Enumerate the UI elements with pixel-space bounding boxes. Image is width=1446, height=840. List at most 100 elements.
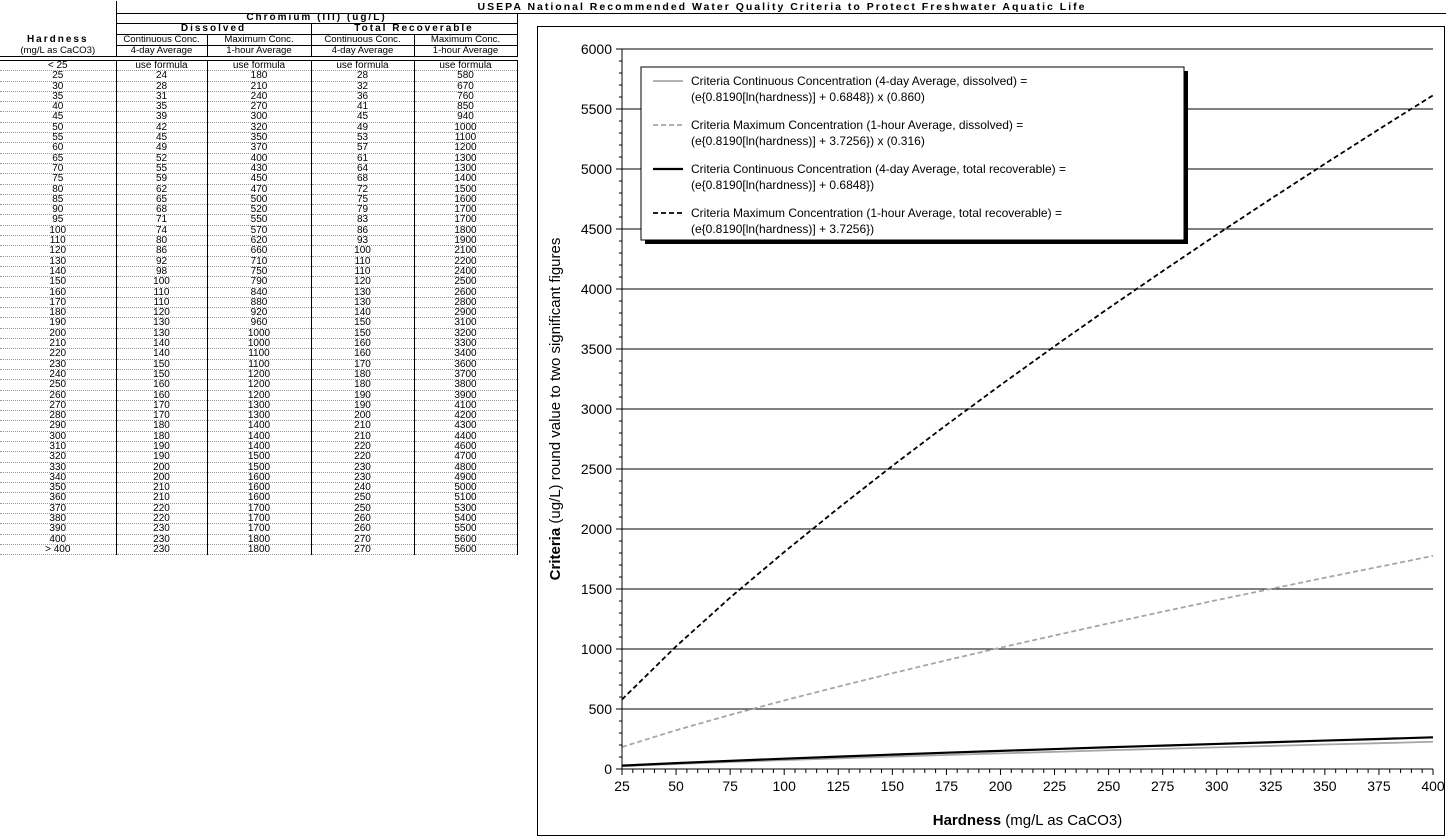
criteria-cell: 1500 xyxy=(413,184,518,195)
criteria-cell: 72 xyxy=(310,184,415,195)
criteria-cell: 520 xyxy=(206,204,312,216)
criteria-cell: 5100 xyxy=(413,492,518,504)
x-tick-label: 250 xyxy=(1097,778,1121,794)
criteria-cell: 86 xyxy=(115,245,208,257)
hardness-cell: 300 xyxy=(0,431,117,442)
table-row: 270 170 1300 190 4100 xyxy=(0,400,518,412)
table-row: 380 220 1700 260 5400 xyxy=(0,513,518,525)
criteria-cell: 32 xyxy=(310,81,415,92)
table-row: 120 86 660 100 2100 xyxy=(0,245,518,257)
criteria-cell: 840 xyxy=(206,287,312,298)
table-row: 320 190 1500 220 4700 xyxy=(0,451,518,463)
y-tick-label: 5500 xyxy=(581,101,612,117)
table-row: 180 120 920 140 2900 xyxy=(0,307,518,319)
series-line-1 xyxy=(621,740,1434,768)
criteria-cell: 1800 xyxy=(206,544,312,556)
criteria-cell: 150 xyxy=(310,328,415,340)
criteria-cell: 180 xyxy=(115,420,208,432)
criteria-cell: 110 xyxy=(310,256,415,267)
criteria-cell: 86 xyxy=(310,225,415,237)
criteria-cell: 5500 xyxy=(413,523,518,535)
y-tick-label: 0 xyxy=(604,761,612,777)
table-row: 95 71 550 83 1700 xyxy=(0,214,518,226)
x-tick-label: 350 xyxy=(1313,778,1337,794)
criteria-cell: 1400 xyxy=(413,173,518,185)
criteria-cell: 1600 xyxy=(206,482,312,494)
hardness-criteria-table: Chromium (III) (ug/L) Dissolved Total Re… xyxy=(0,13,531,556)
criteria-cell: 200 xyxy=(115,462,208,473)
col-bottom-header: 4-day Average xyxy=(310,45,415,57)
y-axis-title-bold: Criteria xyxy=(547,527,564,580)
criteria-cell: use formula xyxy=(115,59,208,72)
criteria-cell: 250 xyxy=(310,492,415,504)
criteria-cell: 4300 xyxy=(413,420,518,432)
table-row: 290 180 1400 210 4300 xyxy=(0,420,518,432)
criteria-cell: 190 xyxy=(115,441,208,453)
hardness-cell: 320 xyxy=(0,451,117,463)
criteria-cell: 2600 xyxy=(413,287,518,298)
criteria-cell: 45 xyxy=(310,111,415,123)
y-tick-label: 2000 xyxy=(581,521,612,537)
criteria-cell: 230 xyxy=(310,462,415,473)
legend-label: Criteria Maximum Concentration (1-hour A… xyxy=(691,118,1023,132)
criteria-cell: 450 xyxy=(206,173,312,185)
criteria-cell: 220 xyxy=(310,451,415,463)
criteria-cell: 160 xyxy=(115,379,208,391)
criteria-cell: 3400 xyxy=(413,348,518,360)
hardness-cell: 400 xyxy=(0,534,117,545)
criteria-cell: 150 xyxy=(115,359,208,370)
criteria-cell: 180 xyxy=(310,369,415,381)
table-row: 150 100 790 120 2500 xyxy=(0,276,518,288)
hardness-cell: 110 xyxy=(0,235,117,247)
table-row: < 25 use formula use formula use formula use… xyxy=(0,59,518,72)
y-tick-label: 3500 xyxy=(581,341,612,357)
criteria-cell: 31 xyxy=(115,91,208,103)
x-tick-label: 25 xyxy=(614,778,630,794)
criteria-cell: 670 xyxy=(413,81,518,92)
criteria-cell: 35 xyxy=(115,101,208,113)
criteria-cell: 24 xyxy=(115,70,208,82)
criteria-cell: 1400 xyxy=(206,441,312,453)
criteria-cell: 1200 xyxy=(206,390,312,401)
criteria-cell: 180 xyxy=(115,431,208,442)
criteria-cell: 140 xyxy=(310,307,415,319)
hardness-cell: 30 xyxy=(0,81,117,92)
table-row: 75 59 450 68 1400 xyxy=(0,173,518,185)
criteria-cell: 260 xyxy=(310,513,415,525)
criteria-cell: 220 xyxy=(115,513,208,525)
criteria-cell: 39 xyxy=(115,111,208,123)
table-row: 60 49 370 57 1200 xyxy=(0,142,518,154)
table-row: 25 24 180 28 580 xyxy=(0,70,518,82)
hardness-cell: 100 xyxy=(0,225,117,237)
criteria-cell: 5600 xyxy=(413,544,518,556)
criteria-cell: 5600 xyxy=(413,534,518,545)
y-tick-label: 5000 xyxy=(581,161,612,177)
chart-area: 0 500 1000 1500 2000 2500 3000 3500 4000 4500 5000… xyxy=(537,26,1445,836)
criteria-cell: 750 xyxy=(206,266,312,278)
table-row: 110 80 620 93 1900 xyxy=(0,235,518,247)
criteria-cell: 430 xyxy=(206,163,312,175)
criteria-cell: 370 xyxy=(206,142,312,154)
criteria-cell: 170 xyxy=(310,359,415,370)
criteria-cell: 1100 xyxy=(413,132,518,144)
criteria-cell: 200 xyxy=(115,472,208,484)
criteria-cell: 250 xyxy=(310,503,415,515)
criteria-cell: 5300 xyxy=(413,503,518,515)
criteria-cell: 36 xyxy=(310,91,415,103)
criteria-cell: 850 xyxy=(413,101,518,113)
legend-label: Criteria Maximum Concentration (1-hour A… xyxy=(691,206,1062,220)
criteria-cell: 1700 xyxy=(413,214,518,226)
legend-formula: (e{0.8190[ln(hardness)] + 0.6848}) x (0.… xyxy=(691,90,925,104)
hardness-cell: 40 xyxy=(0,101,117,113)
table-row: 310 190 1400 220 4600 xyxy=(0,441,518,453)
criteria-cell: 65 xyxy=(115,194,208,206)
x-tick-label: 400 xyxy=(1421,778,1444,794)
hardness-cell: 35 xyxy=(0,91,117,103)
hardness-cell: 95 xyxy=(0,214,117,226)
col-bottom-header: 1-hour Average xyxy=(413,45,518,57)
criteria-cell: 110 xyxy=(115,297,208,309)
criteria-cell: 880 xyxy=(206,297,312,309)
table-row: 140 98 750 110 2400 xyxy=(0,266,518,278)
criteria-cell: 300 xyxy=(206,111,312,123)
criteria-cell: 64 xyxy=(310,163,415,175)
